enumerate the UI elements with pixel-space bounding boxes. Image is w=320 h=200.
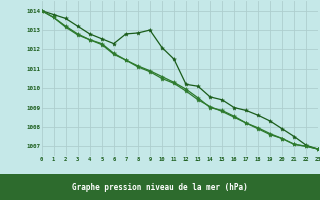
Text: Graphe pression niveau de la mer (hPa): Graphe pression niveau de la mer (hPa) (72, 182, 248, 192)
